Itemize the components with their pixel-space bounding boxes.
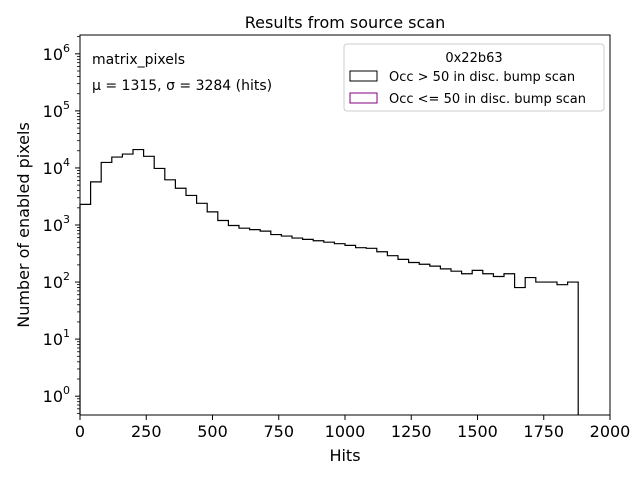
x-tick-label: 250 bbox=[131, 422, 162, 441]
x-tick-label: 750 bbox=[263, 422, 294, 441]
x-tick-label: 1000 bbox=[325, 422, 366, 441]
legend-label-occ-gt-50: Occ > 50 in disc. bump scan bbox=[389, 70, 575, 85]
y-tick-label: 105 bbox=[43, 99, 70, 121]
y-tick-label: 103 bbox=[43, 213, 70, 235]
x-tick-label: 0 bbox=[75, 422, 85, 441]
x-tick-label: 1250 bbox=[391, 422, 432, 441]
x-tick-label: 500 bbox=[197, 422, 228, 441]
legend-swatch-occ-le-50 bbox=[349, 92, 378, 104]
y-tick-label: 102 bbox=[43, 270, 70, 292]
x-tick-label: 1500 bbox=[457, 422, 498, 441]
x-axis-ticks: 0 250 500 750 1000 1250 1500 1750 2000 bbox=[75, 415, 630, 441]
stats-annotation: μ = 1315, σ = 3284 (hits) bbox=[92, 78, 272, 94]
legend-box bbox=[343, 43, 605, 112]
x-axis-label: Hits bbox=[329, 446, 360, 465]
y-tick-label: 101 bbox=[43, 327, 70, 349]
x-tick-label: 2000 bbox=[590, 422, 631, 441]
legend-swatch-occ-gt-50 bbox=[349, 70, 378, 82]
y-axis-ticks: 100 101 102 103 104 105 106 bbox=[43, 36, 80, 414]
y-tick-label: 100 bbox=[43, 384, 70, 406]
y-tick-label: 104 bbox=[43, 156, 70, 178]
x-tick-label: 1750 bbox=[523, 422, 564, 441]
y-tick-label: 106 bbox=[43, 42, 70, 64]
plot-frame bbox=[79, 34, 611, 416]
legend: 0x22b63 Occ > 50 in disc. bump scan Occ … bbox=[343, 43, 605, 112]
legend-label-occ-le-50: Occ <= 50 in disc. bump scan bbox=[389, 92, 586, 107]
legend-title: 0x22b63 bbox=[445, 51, 502, 66]
histogram-series-occ-gt-50 bbox=[79, 148, 579, 415]
y-axis-label: Number of enabled pixels bbox=[14, 122, 33, 328]
dataset-name-annotation: matrix_pixels bbox=[92, 52, 185, 68]
chart-title: Results from source scan bbox=[245, 13, 445, 32]
